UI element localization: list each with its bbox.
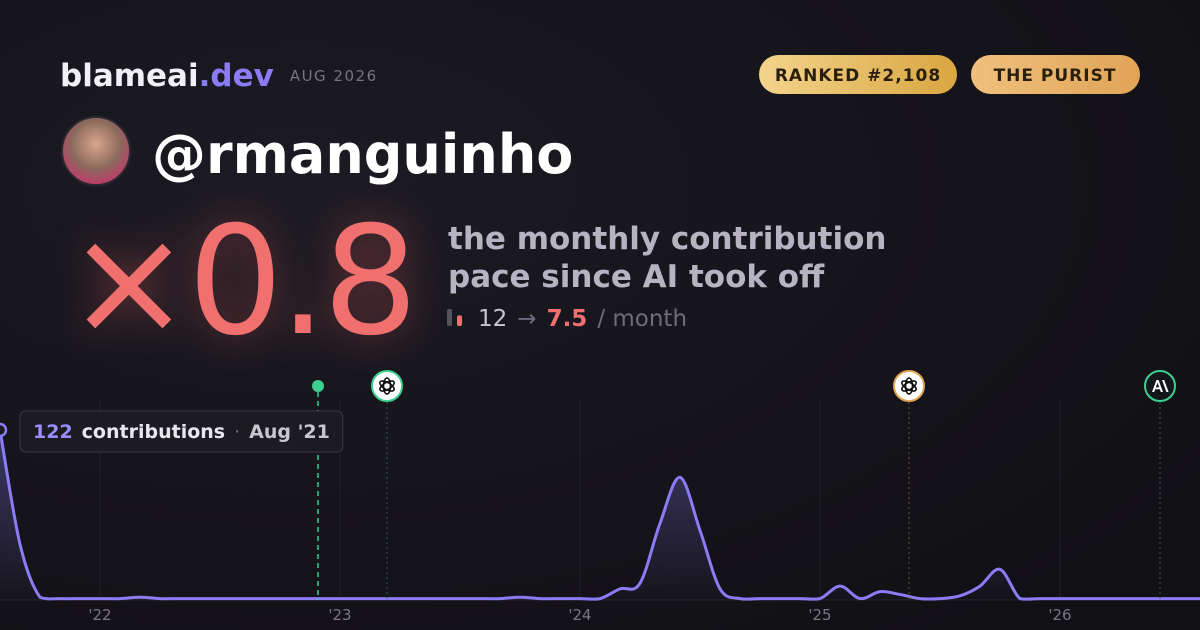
event-dot bbox=[312, 380, 324, 392]
event-icon bbox=[371, 370, 403, 402]
x-tick-label: '24 bbox=[568, 606, 591, 624]
x-tick-label: '22 bbox=[88, 606, 111, 624]
tooltip-box bbox=[19, 410, 344, 453]
badge-text: RANKED #2,108 bbox=[775, 66, 941, 86]
x-tick-label: '23 bbox=[328, 606, 351, 624]
tooltip-unit: contributions bbox=[82, 421, 225, 443]
x-tick-label: '25 bbox=[808, 606, 831, 624]
period: AUG 2026 bbox=[290, 67, 378, 85]
badge bbox=[759, 55, 957, 94]
avatar bbox=[61, 116, 131, 186]
brand-name: blameai bbox=[60, 58, 199, 94]
brand-tld: .dev bbox=[199, 58, 274, 94]
arrow: → bbox=[517, 306, 536, 332]
pace-bar bbox=[457, 315, 462, 326]
multiplier: ×0.8 bbox=[66, 195, 414, 369]
brand: blameai.dev bbox=[60, 58, 274, 94]
description: pace since AI took off bbox=[448, 259, 825, 295]
unit: / month bbox=[597, 306, 687, 332]
pace-bar bbox=[447, 309, 452, 326]
tooltip: 122 contributions · Aug '21 bbox=[19, 410, 344, 453]
hover-point bbox=[0, 422, 8, 438]
handle: @rmanguinho bbox=[152, 123, 573, 186]
badge-text: THE PURIST bbox=[994, 66, 1117, 86]
badge bbox=[971, 55, 1140, 94]
tooltip-value: 122 bbox=[33, 421, 73, 443]
pace-after: 7.5 bbox=[547, 306, 588, 332]
event-icon bbox=[1144, 370, 1176, 402]
x-tick-label: '26 bbox=[1048, 606, 1071, 624]
tooltip-separator: · bbox=[234, 421, 240, 443]
tooltip-date: Aug '21 bbox=[249, 421, 330, 443]
event-icon bbox=[893, 370, 925, 402]
pace-before: 12 bbox=[478, 306, 507, 332]
line bbox=[0, 429, 1200, 601]
description: the monthly contribution bbox=[448, 221, 886, 257]
